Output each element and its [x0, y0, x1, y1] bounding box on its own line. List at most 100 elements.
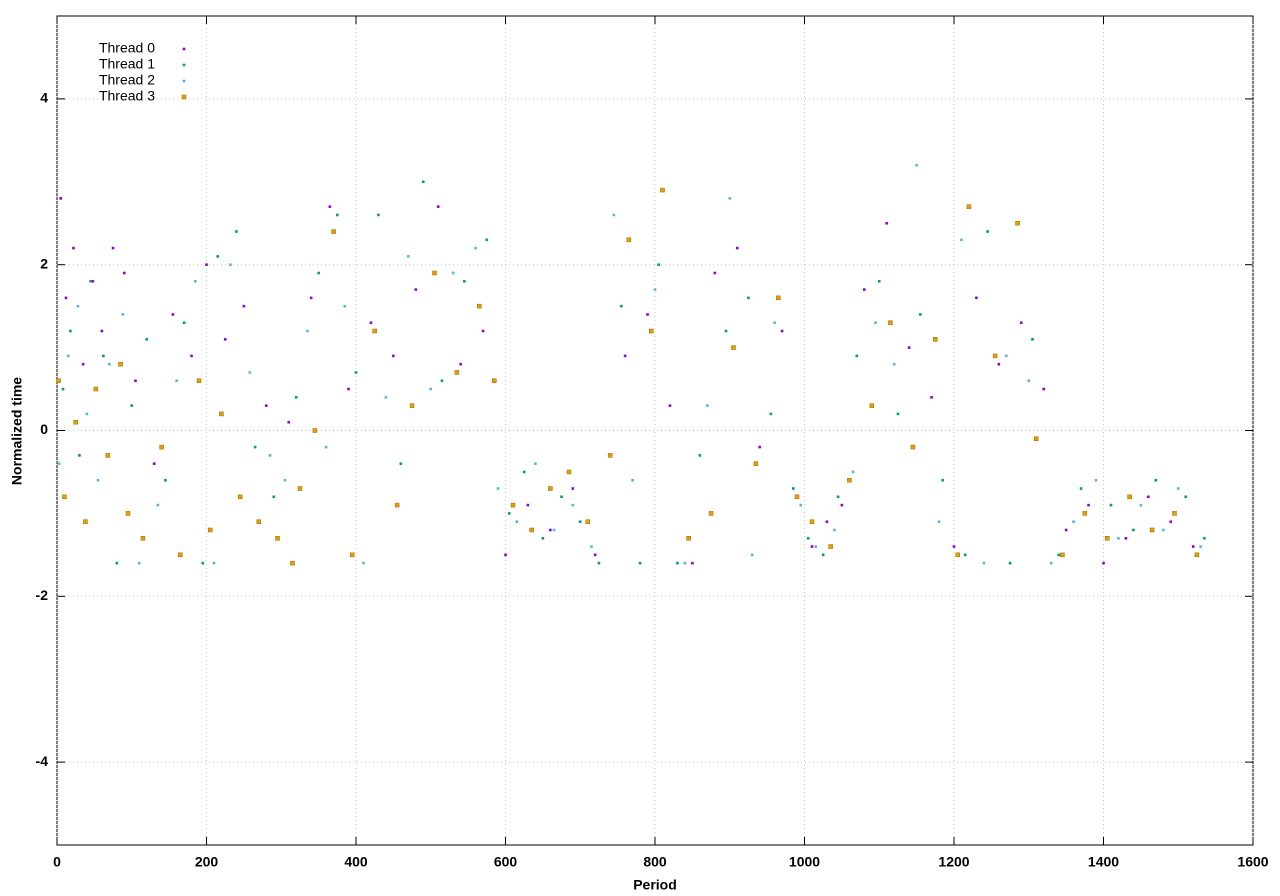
- point: [1057, 553, 1060, 557]
- point: [235, 230, 238, 233]
- point: [1005, 354, 1008, 358]
- point: [657, 263, 661, 266]
- point: [130, 404, 134, 407]
- point: [1109, 503, 1113, 507]
- point: [290, 560, 295, 566]
- point: [306, 329, 309, 333]
- point: [769, 412, 773, 416]
- point: [287, 420, 291, 424]
- point: [137, 561, 141, 565]
- point: [481, 329, 485, 333]
- point: [1169, 520, 1173, 523]
- point: [590, 545, 593, 548]
- point: [100, 329, 104, 333]
- point: [840, 503, 844, 507]
- y-tick-label: 2: [40, 255, 48, 271]
- point: [869, 403, 875, 408]
- point: [102, 354, 105, 358]
- point: [791, 487, 795, 490]
- point: [522, 470, 526, 474]
- x-tick-label: 600: [494, 854, 518, 870]
- point: [560, 495, 563, 499]
- point: [706, 404, 709, 407]
- point: [454, 370, 460, 375]
- point: [414, 288, 418, 291]
- point: [1172, 511, 1177, 516]
- point: [515, 520, 519, 523]
- point: [1132, 528, 1135, 532]
- point: [896, 412, 900, 416]
- point: [541, 536, 545, 540]
- point: [874, 321, 877, 325]
- point: [910, 444, 916, 450]
- point: [529, 527, 534, 533]
- point: [108, 362, 111, 366]
- point: [336, 213, 339, 217]
- point: [440, 379, 444, 383]
- point: [56, 378, 61, 384]
- point: [421, 180, 425, 184]
- legend-marker: [181, 94, 187, 100]
- x-tick-label: 0: [53, 854, 61, 870]
- y-axis-label: Normalized time: [9, 377, 25, 485]
- point: [668, 404, 672, 407]
- point: [85, 412, 89, 416]
- point: [59, 197, 63, 200]
- point: [477, 303, 482, 309]
- point: [855, 354, 859, 358]
- point: [205, 263, 208, 266]
- point: [407, 255, 410, 258]
- point: [394, 502, 400, 508]
- x-tick-label: 1600: [1237, 854, 1268, 870]
- point: [892, 362, 896, 366]
- point: [347, 387, 350, 391]
- point: [1027, 379, 1031, 383]
- point: [1139, 503, 1143, 507]
- point: [1031, 338, 1034, 341]
- point: [683, 561, 687, 565]
- point: [997, 362, 1001, 366]
- point: [328, 205, 332, 208]
- point: [463, 279, 466, 283]
- point: [915, 163, 918, 167]
- point: [986, 230, 989, 233]
- point: [115, 561, 119, 565]
- point: [507, 512, 511, 515]
- point: [612, 213, 616, 217]
- point: [248, 371, 252, 374]
- point: [750, 553, 754, 557]
- point: [436, 205, 440, 208]
- point: [331, 229, 336, 234]
- point: [1104, 536, 1110, 541]
- point: [660, 187, 665, 193]
- point: [96, 478, 100, 482]
- x-tick-label: 200: [195, 854, 219, 870]
- point: [833, 528, 836, 532]
- legend-label: Thread 0: [99, 40, 155, 56]
- point: [429, 387, 433, 391]
- point: [474, 246, 477, 250]
- point: [780, 329, 784, 333]
- point: [552, 528, 556, 532]
- point: [377, 213, 380, 217]
- point: [1015, 221, 1020, 226]
- point: [57, 462, 61, 465]
- point: [182, 321, 186, 325]
- point: [847, 477, 852, 483]
- x-tick-label: 1200: [938, 854, 969, 870]
- point: [1117, 536, 1120, 540]
- point: [698, 454, 702, 457]
- point: [297, 486, 303, 491]
- point: [1094, 478, 1098, 482]
- point: [72, 246, 75, 250]
- point: [966, 204, 972, 209]
- point: [175, 379, 178, 383]
- point: [982, 561, 986, 565]
- point: [324, 445, 328, 449]
- point: [1033, 436, 1039, 442]
- point: [207, 527, 213, 533]
- point: [747, 296, 750, 300]
- y-tick-label: -4: [36, 753, 49, 769]
- point: [653, 288, 657, 291]
